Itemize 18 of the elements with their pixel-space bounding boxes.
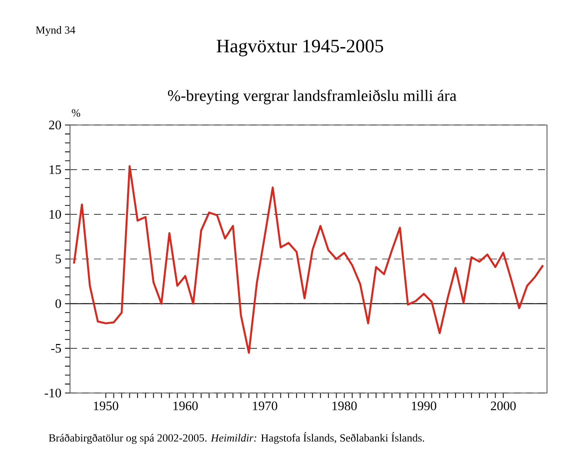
x-tick-label: 1950 <box>94 402 118 410</box>
y-tick-label: 10 <box>50 210 61 219</box>
y-axis-title: % <box>72 109 80 117</box>
x-tick-label: 1960 <box>173 402 198 410</box>
y-tick-label: 15 <box>50 165 61 174</box>
text: Mynd 34 <box>36 26 76 36</box>
y-tick-label: 0 <box>56 299 61 308</box>
x-tick-label: 1990 <box>412 402 436 410</box>
y-tick-label: 5 <box>56 254 61 264</box>
text: Bráðabirgðatölur og spá 2002-2005. Heimildir: Hagstofa Íslands, Seðlabanki Íslands. <box>48 432 424 444</box>
y-tick-label: -10 <box>44 388 61 398</box>
chart-subtitle: %-breyting vergrar landsframleiðslu milli ára <box>168 90 456 104</box>
y-tick-label: 20 <box>49 120 61 130</box>
x-tick-label: 1970 <box>252 402 278 410</box>
x-tick-label: 2000 <box>490 402 516 410</box>
chart-title: Hagvöxtur 1945-2005 <box>216 40 384 56</box>
x-tick-label: 1980 <box>332 402 357 410</box>
y-tick-label: -5 <box>51 344 61 353</box>
